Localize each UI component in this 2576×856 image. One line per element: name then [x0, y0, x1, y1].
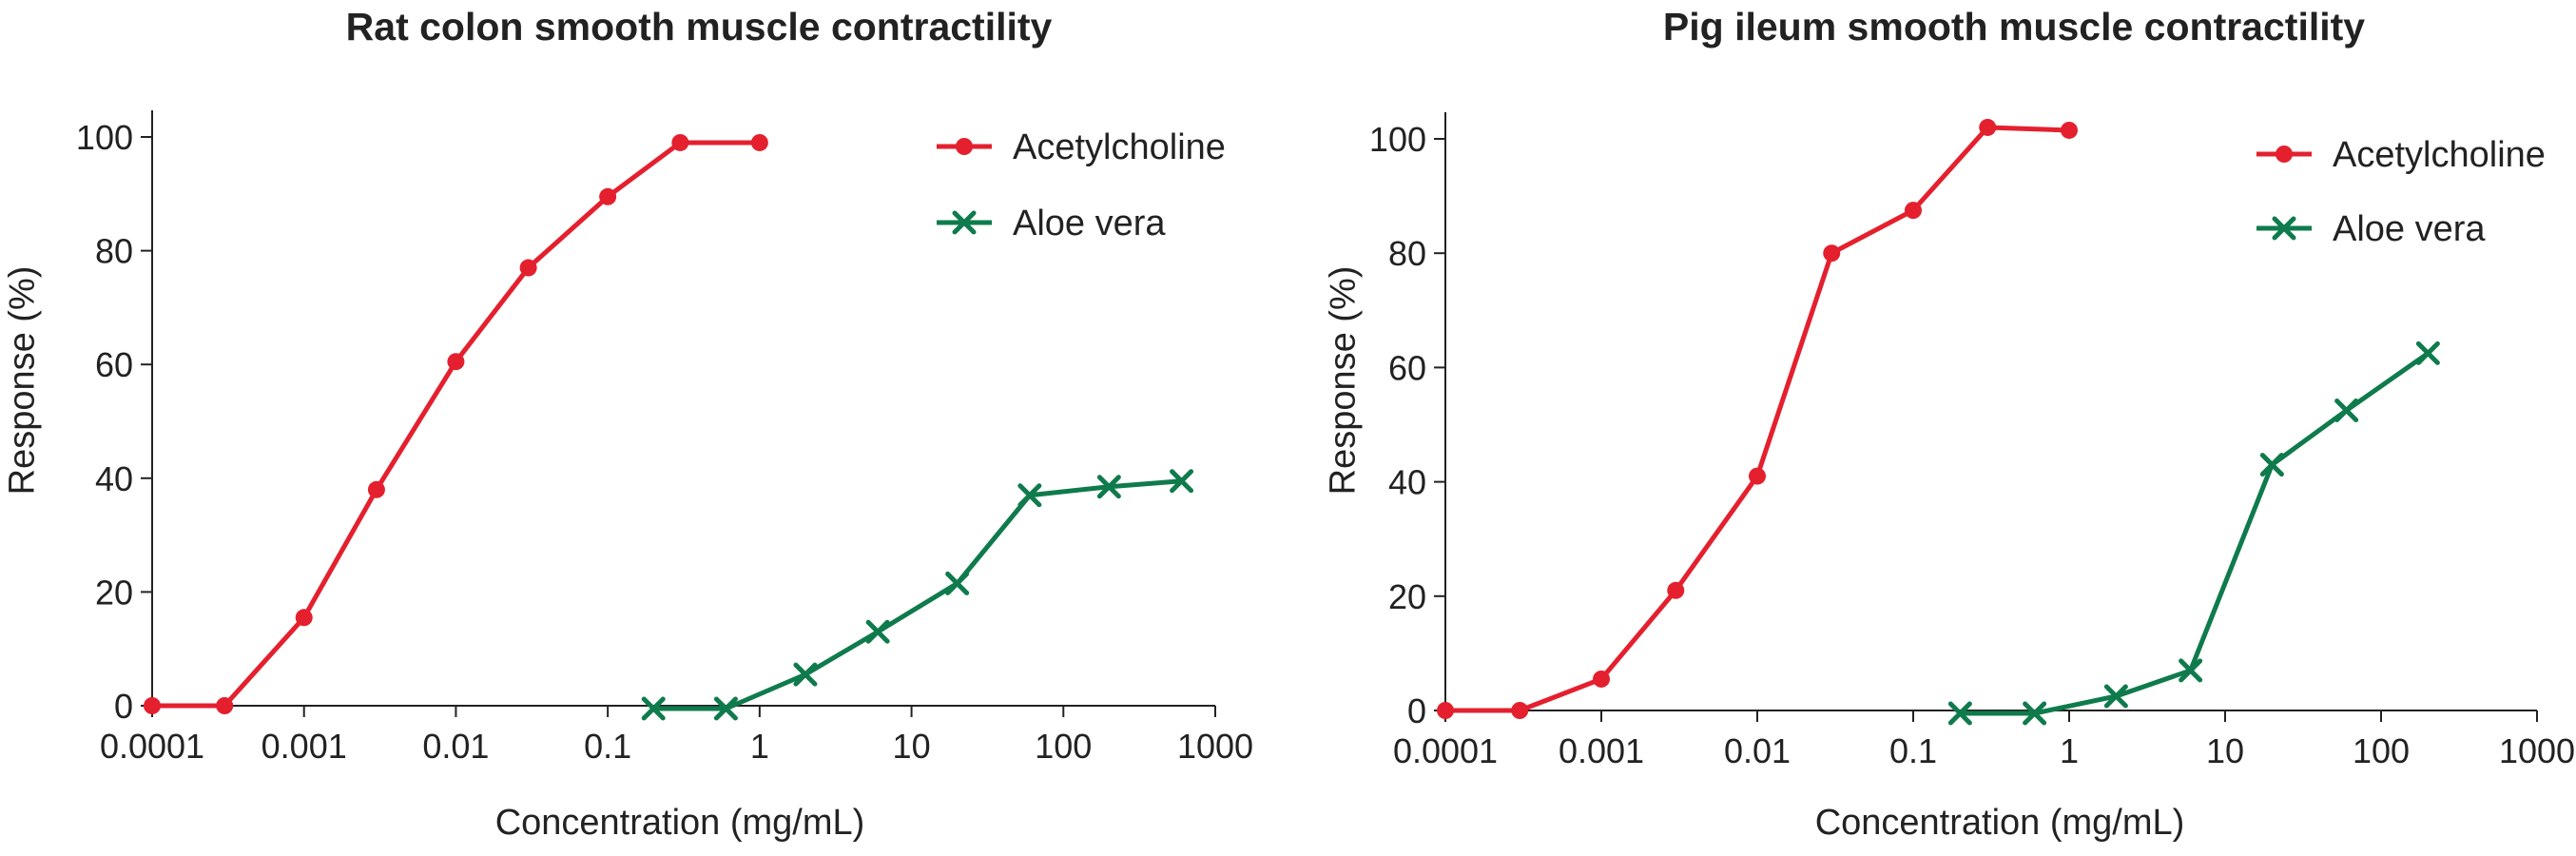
data-point-circle: [1823, 244, 1841, 263]
data-point-circle: [1905, 202, 1922, 220]
data-point-x: [865, 619, 890, 644]
data-point-circle: [671, 133, 689, 151]
x-tick-label: 10: [2206, 731, 2244, 770]
series-aloe-vera: [1947, 340, 2440, 726]
series-line: [1960, 351, 2430, 716]
data-point-x: [2259, 453, 2284, 477]
chart-panel-rat-colon: Rat colon smooth muscle contractility Re…: [3, 5, 1254, 843]
x-tick-label: 100: [2353, 731, 2410, 770]
y-tick-label: 0: [1407, 691, 1426, 730]
data-point-x: [1096, 475, 1121, 499]
chart-plot-area: 0.0001 0.001 0.01 0.1 1 10 100 1000 0 20 40 60 80 100…: [76, 110, 1253, 766]
x-axis-label: Concentration (mg/mL): [494, 803, 865, 843]
y-tick-label: 20: [95, 573, 133, 612]
series-line: [653, 478, 1182, 711]
data-point-circle: [1749, 467, 1766, 485]
x-tick-label: 1: [2060, 731, 2079, 770]
legend-label: Acetylcholine: [1013, 127, 1226, 167]
y-tick-label: 60: [1388, 348, 1426, 387]
data-point-circle: [750, 133, 768, 151]
x-axis-label: Concentration (mg/mL): [1814, 803, 2185, 843]
data-point-x: [713, 696, 738, 721]
data-point-x: [2103, 684, 2128, 709]
legend-entry: Acetylcholine: [937, 127, 1226, 167]
series-line: [152, 140, 760, 709]
x-tick-label: 0.001: [261, 727, 347, 766]
data-point-circle: [2276, 146, 2293, 163]
data-point-x: [952, 210, 977, 235]
y-tick-label: 0: [114, 687, 133, 726]
chart-title: Rat colon smooth muscle contractility: [345, 5, 1053, 49]
data-point-x: [1947, 701, 1972, 726]
x-tick-label: 0.0001: [1393, 731, 1498, 770]
series-aloe-vera: [641, 469, 1194, 721]
data-point-x: [2415, 340, 2440, 365]
y-tick-label: 60: [95, 345, 133, 384]
x-tick-label: 0.0001: [100, 727, 204, 766]
legend-entry: Aloe vera: [937, 204, 1166, 243]
y-tick-label: 40: [95, 459, 133, 498]
legend-label: Acetylcholine: [2333, 135, 2546, 175]
series-acetylcholine: [144, 133, 768, 714]
x-tick-label: 1000: [2499, 731, 2575, 770]
data-point-circle: [599, 187, 617, 205]
legend-label: Aloe vera: [2333, 209, 2486, 249]
legend-entry: Acetylcholine: [2256, 135, 2546, 175]
data-point-circle: [956, 138, 973, 155]
data-point-circle: [367, 480, 385, 498]
y-tick-label: 20: [1388, 577, 1426, 616]
x-tick-label: 1000: [1177, 727, 1253, 766]
data-point-circle: [1511, 702, 1529, 719]
data-point-circle: [216, 697, 234, 714]
x-tick-label: 0.01: [422, 727, 489, 766]
data-point-x: [641, 696, 666, 721]
data-point-circle: [1979, 118, 1997, 136]
x-tick-label: 0.001: [1559, 731, 1644, 770]
data-point-x: [2334, 398, 2359, 422]
data-point-circle: [1667, 581, 1685, 599]
y-tick-label: 80: [95, 232, 133, 271]
data-point-circle: [519, 259, 537, 277]
data-point-circle: [447, 353, 465, 371]
data-point-x: [945, 571, 970, 595]
y-tick-label: 100: [1369, 120, 1426, 159]
data-point-circle: [144, 697, 161, 714]
series-acetylcholine: [1437, 118, 2078, 719]
data-point-x: [1017, 483, 1042, 508]
data-point-x: [2023, 701, 2047, 726]
data-point-circle: [2061, 121, 2078, 139]
data-point-x: [2179, 658, 2203, 683]
series-line: [1445, 125, 2070, 713]
data-point-circle: [1593, 670, 1610, 688]
legend-label: Aloe vera: [1013, 204, 1166, 243]
x-tick-label: 1: [750, 727, 769, 766]
y-tick-label: 100: [76, 118, 133, 157]
chart-plot-area: 0.0001 0.001 0.01 0.1 1 10 100 1000 0 20 40 60 80 100…: [1369, 112, 2575, 770]
x-tick-label: 0.1: [584, 727, 631, 766]
data-point-x: [793, 662, 818, 687]
chart-title: Pig ileum smooth muscle contractility: [1662, 5, 2366, 49]
y-tick-label: 80: [1388, 234, 1426, 273]
data-point-x: [2272, 216, 2296, 241]
x-tick-label: 0.01: [1724, 731, 1791, 770]
x-tick-label: 0.1: [1889, 731, 1937, 770]
data-point-circle: [1437, 702, 1454, 719]
chart-panel-pig-ileum: Pig ileum smooth muscle contractility Re…: [1288, 0, 2576, 856]
data-point-circle: [295, 609, 313, 627]
x-tick-label: 10: [893, 727, 931, 766]
legend-entry: Aloe vera: [2256, 209, 2486, 249]
x-tick-label: 100: [1035, 727, 1092, 766]
y-tick-label: 40: [1388, 463, 1426, 502]
data-point-x: [1170, 469, 1194, 494]
